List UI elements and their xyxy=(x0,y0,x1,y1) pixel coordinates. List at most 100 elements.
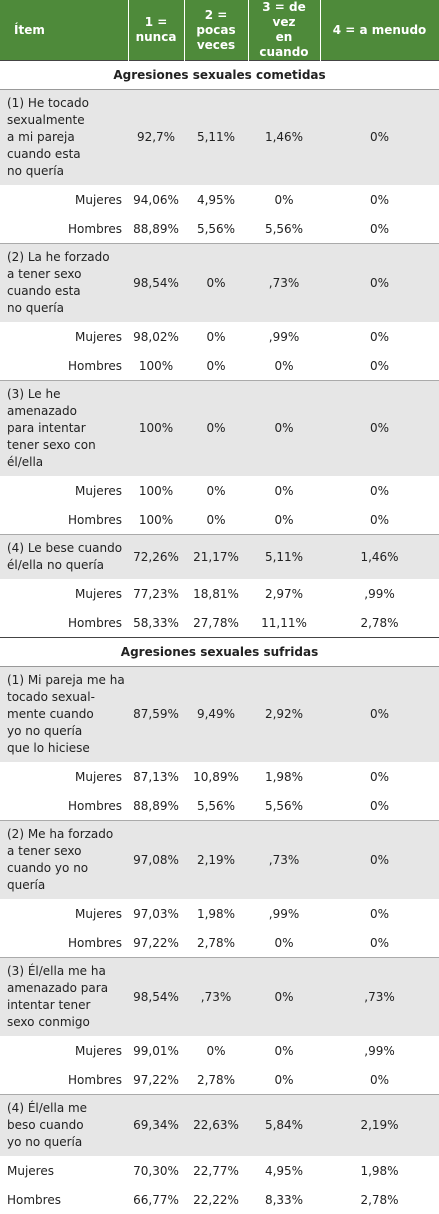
value-cell: 87,13% xyxy=(128,762,184,791)
value-cell: 21,17% xyxy=(184,535,248,580)
item-label: (2) La he forzado a tener sexo cuando es… xyxy=(0,244,128,323)
group-label: Mujeres xyxy=(0,322,128,351)
value-cell: 100% xyxy=(128,381,184,477)
value-cell: 0% xyxy=(184,1036,248,1065)
value-cell: 2,78% xyxy=(184,928,248,958)
value-cell: 97,08% xyxy=(128,821,184,900)
value-cell: 0% xyxy=(320,351,439,381)
value-cell: 0% xyxy=(184,322,248,351)
value-cell: 87,59% xyxy=(128,667,184,763)
value-cell: 0% xyxy=(320,381,439,477)
value-cell: 0% xyxy=(248,1036,320,1065)
value-cell: 0% xyxy=(248,958,320,1037)
value-cell: 5,11% xyxy=(184,90,248,186)
value-cell: 0% xyxy=(320,791,439,821)
value-cell: 0% xyxy=(320,214,439,244)
value-cell: 5,56% xyxy=(248,791,320,821)
item-label: (1) He tocado sexualmente a mi pareja cu… xyxy=(0,90,128,186)
value-cell: 0% xyxy=(184,476,248,505)
value-cell: 0% xyxy=(320,667,439,763)
item-label: (2) Me ha forzado a tener sexo cuando yo… xyxy=(0,821,128,900)
group-label: Hombres xyxy=(0,608,128,638)
header-cell: 2 = pocas veces xyxy=(184,0,248,61)
value-cell: 2,19% xyxy=(184,821,248,900)
item-row: (3) Él/ella me ha amenazado para intenta… xyxy=(0,958,439,1037)
value-cell: 2,97% xyxy=(248,579,320,608)
section-title: Agresiones sexuales cometidas xyxy=(0,61,439,90)
value-cell: 97,22% xyxy=(128,1065,184,1095)
group-label: Mujeres xyxy=(0,899,128,928)
item-row: (1) He tocado sexualmente a mi pareja cu… xyxy=(0,90,439,186)
value-cell: 27,78% xyxy=(184,608,248,638)
value-cell: 0% xyxy=(184,244,248,323)
value-cell: 70,30% xyxy=(128,1156,184,1185)
value-cell: 18,81% xyxy=(184,579,248,608)
group-label: Mujeres xyxy=(0,762,128,791)
value-cell: 22,77% xyxy=(184,1156,248,1185)
value-cell: 66,77% xyxy=(128,1185,184,1214)
value-cell: 2,19% xyxy=(320,1095,439,1157)
value-cell: 5,11% xyxy=(248,535,320,580)
value-cell: 4,95% xyxy=(248,1156,320,1185)
value-cell: 0% xyxy=(320,322,439,351)
value-cell: 0% xyxy=(184,351,248,381)
group-label: Mujeres xyxy=(0,1156,128,1185)
value-cell: 98,54% xyxy=(128,958,184,1037)
value-cell: ,99% xyxy=(248,899,320,928)
table-body: Agresiones sexuales cometidas(1) He toca… xyxy=(0,61,439,1214)
value-cell: 5,56% xyxy=(184,214,248,244)
value-cell: 8,33% xyxy=(248,1185,320,1214)
header-cell: Ítem xyxy=(0,0,128,61)
section-row: Agresiones sexuales cometidas xyxy=(0,61,439,90)
item-label: (4) Él/ella me beso cuando yo no quería xyxy=(0,1095,128,1157)
group-label: Hombres xyxy=(0,1065,128,1095)
value-cell: 0% xyxy=(248,351,320,381)
header-cell: 4 = a menudo xyxy=(320,0,439,61)
value-cell: 0% xyxy=(320,1065,439,1095)
value-cell: 100% xyxy=(128,505,184,535)
value-cell: ,73% xyxy=(248,821,320,900)
value-cell: 4,95% xyxy=(184,185,248,214)
group-label: Hombres xyxy=(0,505,128,535)
section-title: Agresiones sexuales sufridas xyxy=(0,638,439,667)
group-label: Hombres xyxy=(0,351,128,381)
item-label: (4) Le bese cuando él/ella no quería xyxy=(0,535,128,580)
value-cell: 97,03% xyxy=(128,899,184,928)
item-row: (1) Mi pareja me ha tocado sexual- mente… xyxy=(0,667,439,763)
value-cell: ,73% xyxy=(184,958,248,1037)
value-cell: 10,89% xyxy=(184,762,248,791)
group-label: Hombres xyxy=(0,214,128,244)
group-label: Hombres xyxy=(0,791,128,821)
value-cell: 1,98% xyxy=(248,762,320,791)
value-cell: 0% xyxy=(248,505,320,535)
value-cell: 5,56% xyxy=(248,214,320,244)
value-cell: 72,26% xyxy=(128,535,184,580)
value-cell: 98,54% xyxy=(128,244,184,323)
section-row: Agresiones sexuales sufridas xyxy=(0,638,439,667)
value-cell: 2,78% xyxy=(320,608,439,638)
value-cell: ,99% xyxy=(320,1036,439,1065)
item-label: (3) Le he amenazado para intentar tener … xyxy=(0,381,128,477)
value-cell: 0% xyxy=(320,928,439,958)
header-cell: 1 = nunca xyxy=(128,0,184,61)
item-label: (3) Él/ella me ha amenazado para intenta… xyxy=(0,958,128,1037)
value-cell: ,73% xyxy=(320,958,439,1037)
group-label: Mujeres xyxy=(0,476,128,505)
value-cell: 92,7% xyxy=(128,90,184,186)
value-cell: 9,49% xyxy=(184,667,248,763)
value-cell: 0% xyxy=(184,381,248,477)
value-cell: 1,98% xyxy=(320,1156,439,1185)
value-cell: 0% xyxy=(248,381,320,477)
